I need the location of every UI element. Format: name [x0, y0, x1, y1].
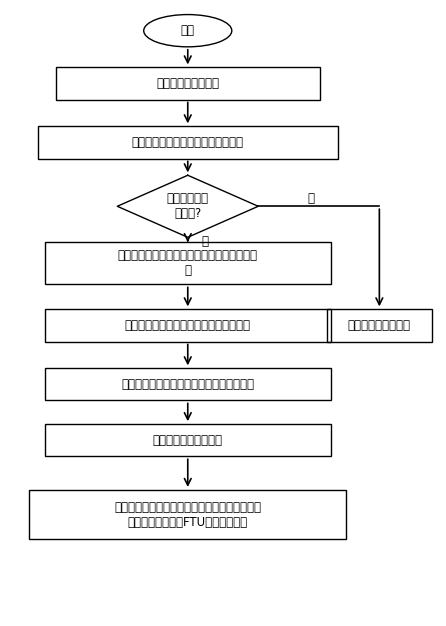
Bar	[45, 368, 331, 401]
Text: 完成馈线故障区段定位: 完成馈线故障区段定位	[153, 434, 223, 447]
Bar	[56, 68, 320, 100]
Bar	[29, 490, 347, 540]
Text: 开始: 开始	[181, 24, 195, 37]
Text: 是: 是	[202, 235, 209, 248]
Text: 不启动故障定位模块: 不启动故障定位模块	[348, 319, 411, 332]
Text: 配电网故障定位非线性规划故障定位模型: 配电网故障定位非线性规划故障定位模型	[125, 319, 251, 332]
Bar	[326, 309, 432, 342]
Text: 建立基于代数关系描述的开关函数集: 建立基于代数关系描述的开关函数集	[132, 136, 244, 149]
Text: 主站向馈线故障区段两侧的馈线开关发送分闸命
令隔离故障，制定FTU状态检修计划: 主站向馈线故障区段两侧的馈线开关发送分闸命 令隔离故障，制定FTU状态检修计划	[114, 501, 261, 528]
Text: 配电网故障定位故障定位非线性方程组模型: 配电网故障定位故障定位非线性方程组模型	[121, 378, 254, 391]
Bar	[45, 424, 331, 456]
Bar	[45, 309, 331, 342]
Bar	[45, 242, 331, 284]
Text: 是否存在故障
过电流?: 是否存在故障 过电流?	[167, 192, 209, 220]
Bar	[38, 126, 338, 158]
Text: 否: 否	[308, 192, 314, 205]
Text: 配电网故障定位的非线性互补优化故障定位模
型: 配电网故障定位的非线性互补优化故障定位模 型	[118, 249, 258, 277]
Text: 建立因果关联设备集: 建立因果关联设备集	[156, 77, 219, 90]
